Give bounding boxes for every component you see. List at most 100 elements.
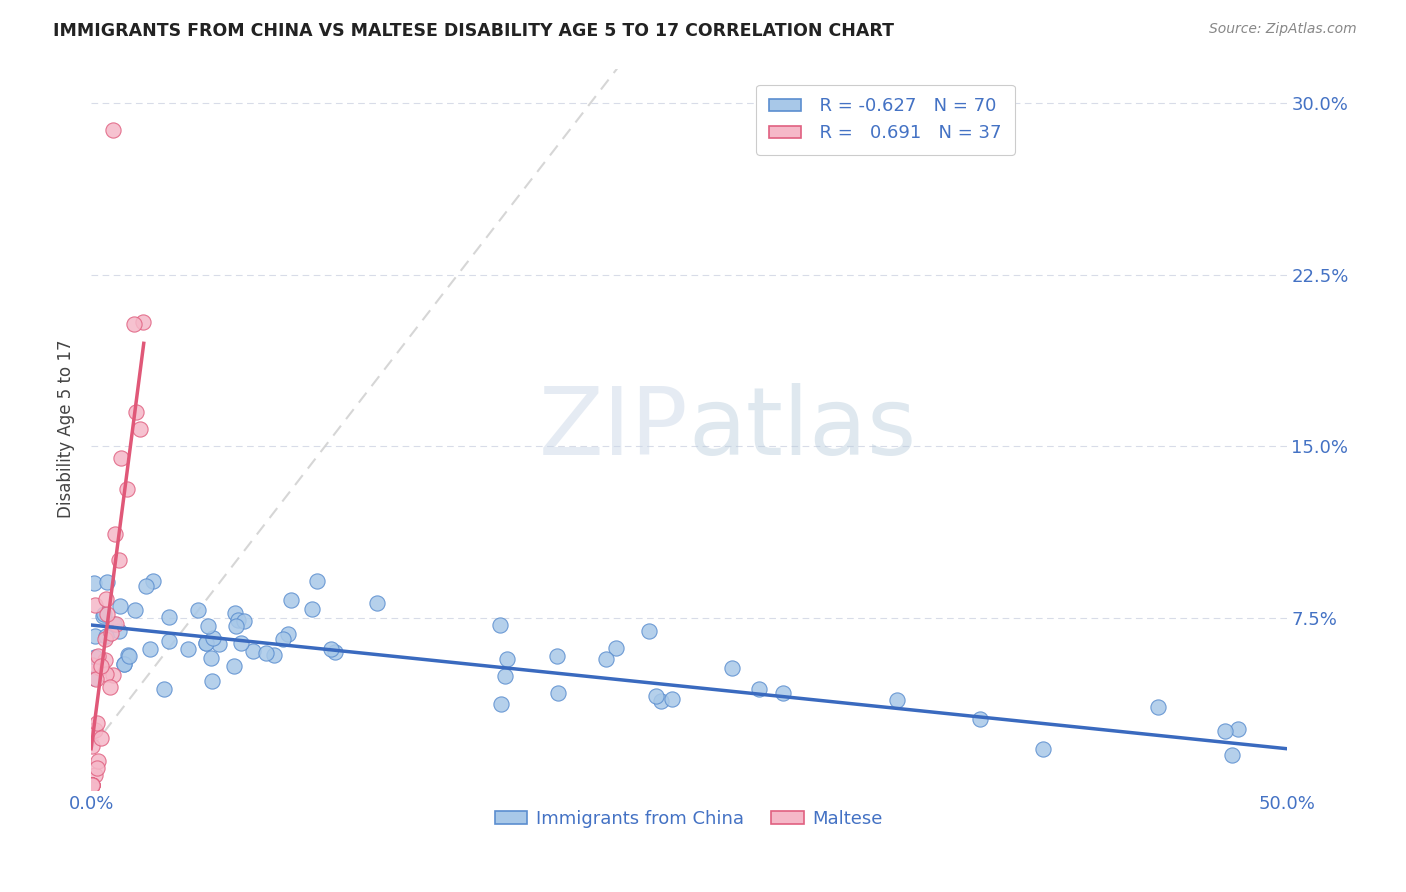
Point (96, 607, 118, 622)
Point (1227, 722, 1250, 736)
Point (83, 599, 105, 613)
Point (197, 619, 219, 633)
Point (83, 649, 105, 664)
Point (201, 673, 224, 688)
Point (83, 671, 105, 685)
Point (605, 640, 627, 655)
Point (489, 697, 512, 711)
Point (1146, 699, 1168, 714)
Point (84, 723, 107, 737)
Point (84, 673, 107, 687)
Point (263, 648, 285, 663)
Point (135, 579, 157, 593)
Point (319, 642, 342, 657)
Point (115, 482, 138, 496)
Point (200, 650, 222, 665)
Point (124, 603, 146, 617)
Text: IMMIGRANTS FROM CHINA VS MALTESE DISABILITY AGE 5 TO 17 CORRELATION CHART: IMMIGRANTS FROM CHINA VS MALTESE DISABIL… (53, 22, 894, 40)
Point (100, 625, 122, 640)
Point (94, 667, 117, 681)
Point (194, 636, 217, 650)
Point (128, 422, 150, 436)
Point (93, 607, 115, 621)
Point (233, 614, 256, 628)
Point (721, 661, 744, 675)
Point (271, 632, 294, 647)
Point (650, 694, 672, 708)
Point (80, 778, 103, 792)
Point (101, 668, 124, 682)
Y-axis label: Disability Age 5 to 17: Disability Age 5 to 17 (58, 340, 75, 518)
Point (142, 574, 165, 588)
Point (86, 649, 108, 664)
Point (89, 661, 111, 675)
Point (307, 574, 329, 588)
Point (157, 634, 180, 648)
Point (93, 653, 115, 667)
Point (254, 646, 277, 660)
Point (108, 552, 131, 566)
Point (84, 629, 107, 643)
Point (110, 451, 132, 466)
Point (132, 315, 155, 329)
Point (108, 599, 131, 614)
Point (224, 658, 246, 673)
Point (1213, 724, 1236, 739)
Point (637, 624, 659, 638)
Point (176, 642, 198, 657)
Point (96, 574, 118, 589)
Point (83, 575, 105, 590)
Point (547, 686, 569, 700)
Point (1032, 741, 1054, 756)
Point (152, 682, 174, 697)
Point (301, 602, 323, 616)
Point (112, 657, 135, 671)
Point (488, 617, 510, 632)
Point (201, 631, 224, 645)
Text: atlas: atlas (689, 384, 917, 475)
Point (104, 526, 127, 541)
Point (242, 643, 264, 657)
Point (82, 778, 104, 792)
Point (117, 648, 139, 663)
Point (157, 609, 180, 624)
Point (84, 768, 107, 782)
Point (87, 754, 110, 768)
Point (96, 592, 118, 607)
Point (112, 657, 135, 671)
Point (80, 739, 103, 753)
Point (225, 618, 247, 632)
Point (226, 613, 249, 627)
Point (280, 593, 302, 607)
Point (91, 609, 114, 624)
Point (748, 682, 770, 697)
Point (366, 597, 388, 611)
Point (105, 617, 128, 632)
Point (969, 712, 991, 726)
Point (208, 637, 231, 651)
Point (494, 669, 516, 683)
Point (661, 691, 683, 706)
Point (122, 317, 145, 331)
Point (595, 652, 617, 666)
Point (125, 405, 148, 419)
Point (229, 636, 252, 650)
Point (101, 123, 124, 137)
Point (644, 689, 666, 703)
Point (118, 649, 141, 664)
Text: ZIP: ZIP (540, 384, 689, 475)
Point (86, 716, 108, 731)
Point (107, 624, 129, 638)
Point (94, 628, 117, 642)
Point (139, 641, 162, 656)
Point (772, 686, 794, 700)
Point (103, 617, 125, 632)
Point (495, 652, 517, 666)
Point (80, 778, 103, 792)
Point (546, 649, 568, 664)
Point (277, 626, 299, 640)
Text: Source: ZipAtlas.com: Source: ZipAtlas.com (1209, 22, 1357, 37)
Point (1220, 747, 1243, 762)
Legend: Immigrants from China, Maltese: Immigrants from China, Maltese (488, 803, 890, 835)
Point (80, 778, 103, 792)
